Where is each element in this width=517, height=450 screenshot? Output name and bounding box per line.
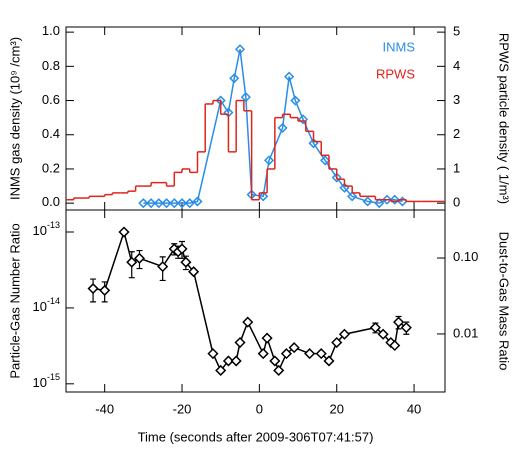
marker [277,122,288,133]
marker [284,71,295,82]
marker [280,348,292,360]
marker [347,191,358,202]
marker [393,316,405,328]
y-tick-label: 0.8 [42,58,60,73]
marker [261,332,273,344]
y2-tick-label: 4 [453,58,460,73]
marker [240,92,251,103]
y2-tick-label: 2 [453,126,460,141]
marker [315,348,327,360]
tick-base: 1.0 [42,24,60,39]
marker [263,155,275,166]
tick-base: 0.10 [453,249,478,264]
marker [176,198,188,209]
tick-base: 10 [33,375,47,390]
marker [153,198,164,209]
marker [374,198,385,209]
marker [99,284,111,296]
y2-axis-title: Dust-to-Gas Mass Ratio [497,232,512,371]
marker [381,194,393,205]
marker [273,364,285,377]
y-tick-label: 0.6 [42,92,60,107]
x-tick-label: 0 [256,401,263,416]
plot-frame [65,209,446,393]
marker [188,266,200,278]
y2-axis-title: RPWS particle density ( 1/m³) [497,33,512,204]
marker [157,261,169,273]
marker [126,256,138,268]
marker [161,198,172,209]
marker [288,342,300,354]
marker [389,194,400,205]
marker [87,282,99,295]
tick-exponent: -15 [47,372,60,382]
legend-entry: INMS [383,39,416,54]
y-tick-label: 0.2 [42,160,60,175]
marker [234,336,246,349]
line [143,49,403,204]
marker [146,198,157,209]
marker [369,322,381,334]
tick-exponent: -14 [47,296,60,306]
marker [222,355,234,367]
y-axis-title: Particle-Gas Number Ratio [7,223,22,378]
x-tick-label: -40 [95,401,114,416]
plot-frame [65,26,446,211]
marker [215,364,227,377]
tick-base: 10 [33,223,47,238]
legend-entry: RPWS [376,66,415,81]
y-tick-label: 10-14 [33,296,60,314]
marker [133,252,146,264]
y2-tick-label: 0.10 [453,249,478,264]
y-tick-label: 10-15 [33,372,60,390]
marker [230,355,242,367]
marker [338,328,351,340]
marker [290,95,301,106]
y2-tick-label: 5 [453,24,460,39]
marker [169,198,180,209]
marker [331,172,342,183]
y-axis-title: INMS gas density (10⁹ /cm³) [7,37,22,200]
marker [298,114,309,125]
y2-tick-label: 1 [453,160,460,175]
marker [192,196,203,207]
marker [377,328,389,340]
marker [234,44,246,55]
y-tick-label: 1.0 [42,24,60,39]
y2-tick-label: 3 [453,92,460,107]
tick-base: 10 [33,299,47,314]
x-tick-label: -20 [173,401,192,416]
marker [180,256,192,268]
marker [258,191,269,202]
marker [362,196,373,207]
marker [118,226,130,238]
y-tick-label: 0.0 [42,195,60,210]
marker [323,355,335,367]
tick-exponent: -13 [47,220,60,230]
y-tick-label: 10-13 [33,220,60,238]
y-tick-label: 0.4 [42,126,60,141]
marker [257,348,269,360]
tick-base: 0.0 [42,195,60,210]
marker [242,316,254,328]
marker [389,339,401,352]
y2-tick-label: 0.01 [453,325,478,340]
marker [184,198,195,209]
x-tick-label: 40 [407,401,421,416]
marker [304,348,316,360]
marker [269,355,281,367]
marker [229,73,240,84]
marker [320,155,331,166]
marker [207,348,219,360]
line [92,229,407,373]
y2-tick-label: 0 [453,195,460,210]
x-axis-title: Time (seconds after 2009-306T07:41:57) [138,429,374,444]
marker [400,322,412,334]
marker [176,243,188,255]
x-tick-label: 20 [329,401,343,416]
marker [331,336,343,349]
marker [138,198,149,209]
